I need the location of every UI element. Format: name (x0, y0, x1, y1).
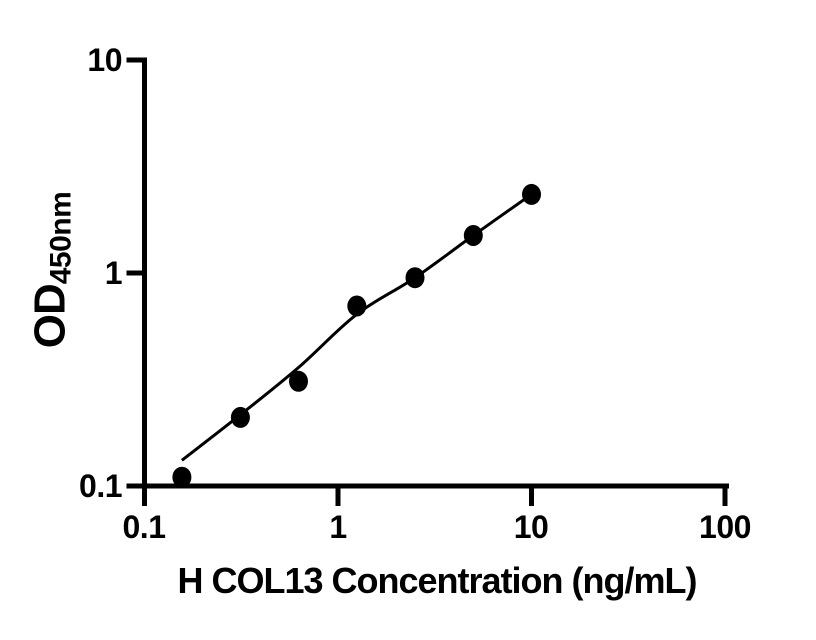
data-point (289, 370, 308, 392)
data-point (522, 183, 541, 205)
x-tick-label-1: 1 (329, 509, 347, 545)
data-point (405, 267, 425, 289)
x-tick-label-10: 10 (513, 509, 549, 545)
x-tick-label-0-1: 0.1 (122, 509, 166, 545)
y-axis-title-subscript: 450nm (44, 191, 78, 285)
y-axis-title-main: OD (25, 284, 75, 349)
y-tick-label-0-1: 0.1 (79, 468, 122, 504)
x-tick-label-100: 100 (699, 509, 751, 545)
data-point (347, 295, 367, 317)
y-tick-label-10: 10 (87, 42, 122, 78)
data-point (230, 406, 250, 428)
y-tick-label-1: 1 (104, 255, 123, 291)
data-point (463, 225, 483, 246)
data-point (172, 466, 192, 488)
x-axis-title: H COL13 Concentration (ng/mL) (177, 560, 698, 601)
y-axis-title: OD450nm (26, 192, 79, 349)
